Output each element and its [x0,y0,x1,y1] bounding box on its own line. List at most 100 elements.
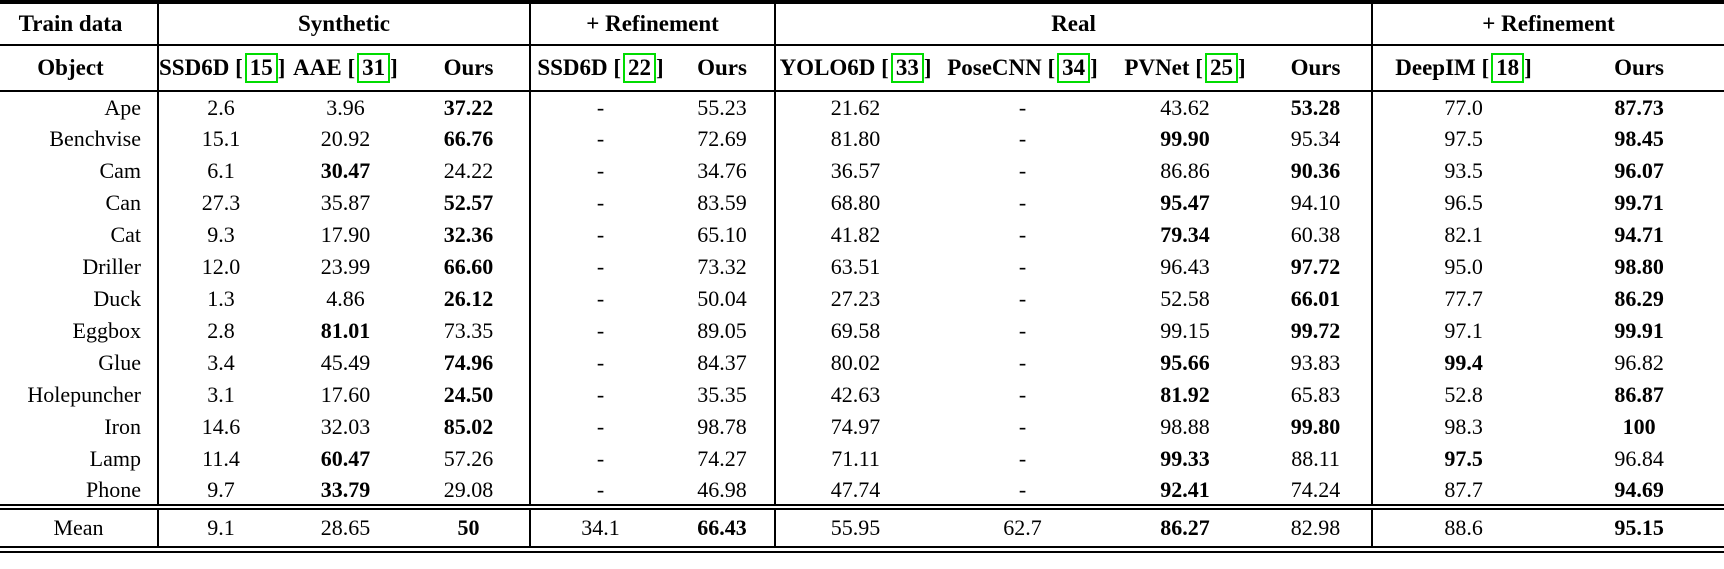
cell-benchvise-ssd6d-22: - [596,126,605,151]
cell-can-deepim-18: 96.5 [1444,190,1483,215]
cell-eggbox-ssd6d-15: 2.8 [207,318,235,343]
cell-glue-ssd6d-22: - [596,350,605,375]
method-name: YOLO6D [779,55,876,80]
cell-duck-ours-synthetic: 26.12 [408,283,532,315]
cell-iron-ssd6d-22: - [596,414,605,439]
group-header-synthetic: Synthetic [158,2,532,46]
cell-ape-ours-synthetic: 37.22 [408,91,532,123]
cell-benchvise-pvnet-25: 99.90 [1160,126,1210,151]
column-header-pvnet-25: PVNet [25] [1110,45,1261,92]
cell-cat-ssd6d-15: 9.3 [207,222,235,247]
cell-mean-deepim-18: 88.6 [1372,504,1555,553]
cell-phone-ours-real: 74.24 [1260,475,1374,507]
citation-link[interactable]: 34 [1057,53,1091,83]
column-header-ssd6d-22: SSD6D [22] [530,45,671,92]
cell-mean-ours-refinement: 66.43 [670,504,777,553]
cell-driller-deepim-18: 95.0 [1444,254,1483,279]
cell-holepuncher-ours-refinement-2: 86.87 [1614,382,1664,407]
column-header-ours-real: Ours [1260,45,1374,92]
cell-can-aae-31: 35.87 [320,190,371,215]
cell-lamp-ours-refinement-2: 96.84 [1614,446,1664,471]
cell-ape-ssd6d-15: 2.6 [207,94,235,120]
object-name: Benchvise [0,123,159,155]
cell-eggbox-pvnet-25: 99.15 [1160,318,1210,343]
cell-phone-ssd6d-22: - [596,476,605,502]
cell-benchvise-ours-real: 95.34 [1260,123,1374,155]
citation-link[interactable]: 22 [623,53,657,83]
object-name: Duck [0,283,159,315]
object-name: Phone [0,475,159,507]
cell-can-ours-synthetic: 52.57 [408,187,532,219]
citation-link[interactable]: 31 [357,53,391,83]
cell-benchvise-ours-refinement-2: 98.45 [1614,126,1664,151]
cell-phone-ours-refinement-2: 94.69 [1614,476,1664,502]
group-header-refinement: + Refinement [1372,2,1724,46]
cell-lamp-yolo6d-33: 71.11 [831,446,880,471]
cell-can-ssd6d-15: 27.3 [201,190,241,215]
cell-cat-ours-real: 60.38 [1260,219,1374,251]
cell-duck-aae-31: 4.86 [326,286,365,311]
column-header-ours-refinement-2: Ours [1554,45,1724,92]
cell-can-posecnn-34: - [1018,190,1027,215]
table-row-can: Can 27.3 35.87 52.57 - 83.59 68.80 - 95.47 94.10 9… [0,187,1724,219]
table-row-phone: Phone 9.7 33.79 29.08 - 46.98 47.74 - 92.41 74.24… [0,475,1724,507]
cell-cam-ours-refinement: 34.76 [670,155,777,187]
cell-holepuncher-ours-real: 65.83 [1260,379,1374,411]
cell-phone-pvnet-25: 92.41 [1160,476,1210,502]
cell-mean-ours-real: 82.98 [1260,504,1374,553]
group-header-train-data: Train data [0,2,159,46]
cell-eggbox-ssd6d-22: - [596,318,605,343]
cell-mean-ssd6d-22: 34.1 [530,504,671,553]
cell-ape-deepim-18: 77.0 [1444,94,1483,120]
cell-can-pvnet-25: 95.47 [1160,190,1210,215]
column-header-deepim-18: DeepIM [18] [1372,45,1555,92]
citation-link[interactable]: 15 [244,53,278,83]
citation-link[interactable]: 33 [890,53,924,83]
object-name: Lamp [0,443,159,475]
cell-phone-posecnn-34: - [1018,476,1027,502]
column-header-object: Object [0,45,159,92]
table-row-duck: Duck 1.3 4.86 26.12 - 50.04 27.23 - 52.58 66.01 77… [0,283,1724,315]
table-row-cam: Cam 6.1 30.47 24.22 - 34.76 36.57 - 86.86 90.36 93… [0,155,1724,187]
object-name: Cat [0,219,159,251]
cell-holepuncher-ours-synthetic: 24.50 [408,379,532,411]
cell-driller-ours-real: 97.72 [1260,251,1374,283]
object-name: Cam [0,155,159,187]
cell-can-yolo6d-33: 68.80 [830,190,881,215]
table-row-holepuncher: Holepuncher 3.1 17.60 24.50 - 35.35 42.63 - 81.9… [0,379,1724,411]
cell-duck-ssd6d-22: - [596,286,605,311]
method-name: Ours [1290,55,1341,80]
cell-eggbox-ours-refinement-2: 99.91 [1614,318,1664,343]
object-name: Holepuncher [0,379,159,411]
cell-glue-ssd6d-15: 3.4 [207,350,235,375]
column-header-ssd6d-15: SSD6D [15] [158,45,285,92]
cell-lamp-deepim-18: 97.5 [1444,446,1483,471]
cell-cat-ours-refinement-2: 94.71 [1614,222,1664,247]
column-header-row: Object SSD6D [15] AAE [31] Ours SSD6D [22] Ou… [0,45,1724,92]
cell-ape-ours-real: 53.28 [1260,91,1374,123]
citation-link[interactable]: 18 [1491,53,1525,83]
cell-phone-yolo6d-33: 47.74 [830,476,881,502]
citation-link[interactable]: 25 [1204,53,1238,83]
cell-ape-ours-refinement-2: 87.73 [1614,94,1664,120]
object-name: Glue [0,347,159,379]
object-name: Driller [0,251,159,283]
method-name: Ours [443,55,494,80]
cell-glue-deepim-18: 99.4 [1444,350,1483,375]
cell-lamp-pvnet-25: 99.33 [1160,446,1210,471]
method-name: DeepIM [1395,55,1476,80]
column-header-posecnn-34: PoseCNN [34] [935,45,1111,92]
results-table: Train data Synthetic + Refinement Real + Ref… [0,0,1724,553]
group-header-refinement: + Refinement [530,2,777,46]
cell-cat-yolo6d-33: 41.82 [830,222,881,247]
method-name: SSD6D [159,55,230,80]
mean-label: Mean [0,504,159,553]
cell-mean-posecnn-34: 62.7 [935,504,1111,553]
table-row-benchvise: Benchvise 15.1 20.92 66.76 - 72.69 81.80 - 99.90… [0,123,1724,155]
object-rows: Ape 2.6 3.96 37.22 - 55.23 21.62 - 43.62 53.28 77.… [0,91,1724,507]
cell-iron-posecnn-34: - [1018,414,1027,439]
cell-mean-ours-synthetic: 50 [408,504,532,553]
cell-eggbox-posecnn-34: - [1018,318,1027,343]
group-header-row: Train data Synthetic + Refinement Real + Ref… [0,2,1724,46]
cell-eggbox-ours-real: 99.72 [1260,315,1374,347]
